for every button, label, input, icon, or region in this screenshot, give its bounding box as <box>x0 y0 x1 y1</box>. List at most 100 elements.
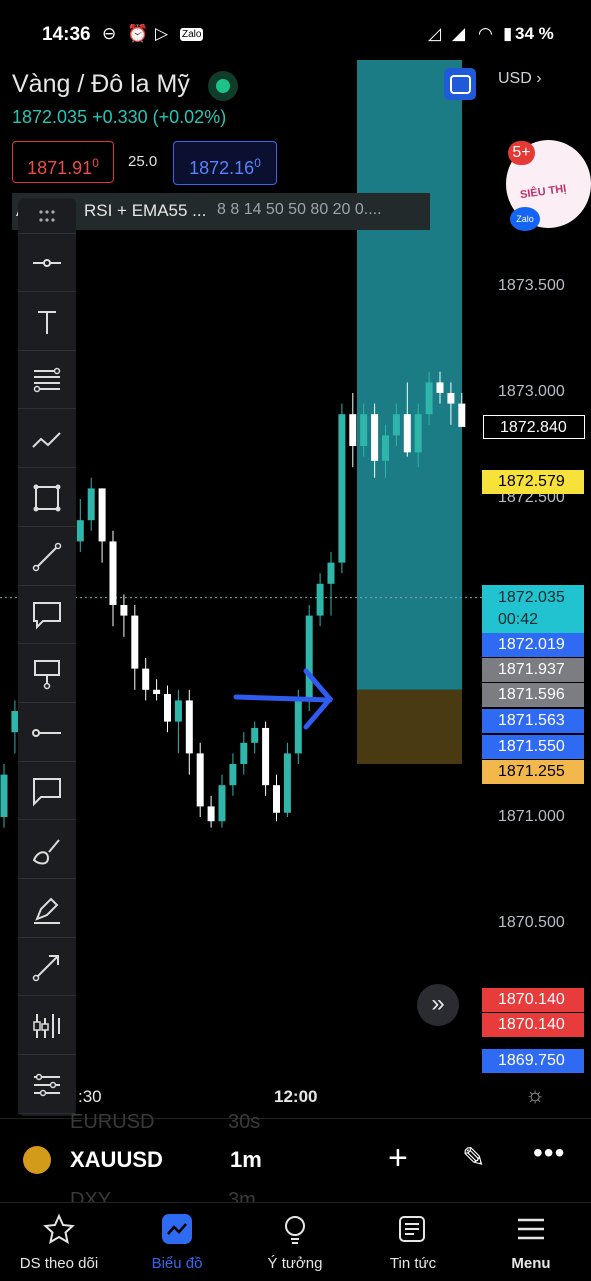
candle-body <box>240 742 248 764</box>
nav-watchlist[interactable]: DS theo dõi <box>0 1203 118 1281</box>
nav-label: Tin tức <box>389 1255 437 1272</box>
gold-icon <box>23 1146 51 1174</box>
tool-indicators[interactable] <box>18 997 76 1056</box>
tool-settings-lines[interactable] <box>18 1056 76 1114</box>
tool-horizontal-line[interactable] <box>18 704 76 762</box>
trend-line-icon <box>32 542 62 571</box>
horizontal-line-icon <box>32 728 61 737</box>
price-axis-tag: 1872.579 <box>482 470 584 494</box>
candle-body <box>458 403 466 427</box>
currency-selector[interactable]: USD › <box>498 70 542 87</box>
price-axis-tag: 1871.550 <box>482 735 584 759</box>
symbol-name[interactable]: XAUUSD <box>70 1147 163 1172</box>
price-axis-tick: 1871.000 <box>498 808 565 825</box>
sell-button[interactable]: 1871.910 <box>12 141 114 183</box>
sell-price: 1871.91 <box>27 158 93 178</box>
price-axis-tag: 1872.035 00:42 <box>482 585 584 633</box>
price-change: +0.330 (+0.02%) <box>92 107 227 127</box>
news-icon <box>399 1216 425 1242</box>
battery-text: 34 % <box>515 24 554 43</box>
nav-chart[interactable]: Biểu đồ <box>118 1203 236 1281</box>
price-chart[interactable] <box>0 60 482 1120</box>
tool-polyline[interactable] <box>18 410 76 469</box>
alarm-icon: ⏰ <box>127 24 149 43</box>
price-axis-tag: 1871.255 <box>482 760 584 784</box>
price-axis-tick: 1873.500 <box>498 277 565 294</box>
add-icon[interactable]: + <box>388 1139 408 1177</box>
pen-icon[interactable]: ✎ <box>462 1142 486 1173</box>
buy-price-sup: 0 <box>254 156 261 170</box>
nav-label: Menu <box>511 1255 551 1272</box>
tool-comment[interactable] <box>18 762 76 821</box>
price-axis-tick: 1870.500 <box>498 914 565 931</box>
candle-body <box>0 774 8 817</box>
drag-handle-icon <box>39 210 55 222</box>
horizontal-ray-icon <box>33 259 61 267</box>
candle-body <box>207 806 215 822</box>
indicators-icon <box>33 1014 60 1039</box>
polyline-icon <box>32 432 61 448</box>
status-time: 14:36 <box>42 24 91 45</box>
market-open-indicator <box>208 71 238 101</box>
indicator-values: 8 8 14 50 50 80 20 0.... <box>217 201 382 218</box>
candle-body <box>11 711 19 733</box>
chart-settings-icon[interactable]: ☼ <box>525 1082 546 1107</box>
star-icon <box>43 1213 75 1245</box>
candle-body <box>98 488 106 542</box>
price-axis-tag: 1870.140 <box>482 988 584 1012</box>
comment-icon <box>33 778 61 807</box>
tool-callout[interactable] <box>18 586 76 645</box>
buy-button[interactable]: 1872.160 <box>173 141 277 185</box>
lightbulb-icon <box>285 1216 305 1244</box>
tool-fib-retracement[interactable] <box>18 351 76 410</box>
indicator-legend[interactable]: A RSI + EMA55 ... 8 8 14 50 50 80 20 0..… <box>12 193 430 230</box>
highlighter-icon <box>34 897 60 924</box>
ghost-symbol-above: EURUSD <box>70 1111 155 1133</box>
candle-body <box>109 541 117 605</box>
candle-body <box>251 727 259 743</box>
tool-rectangle[interactable] <box>18 469 76 527</box>
tool-horizontal-ray[interactable] <box>18 234 76 292</box>
tool-trend-line[interactable] <box>18 528 76 586</box>
candle-body <box>294 700 302 754</box>
candle-body <box>229 764 237 786</box>
candle-body <box>403 414 411 453</box>
zalo-icon: Zalo <box>180 28 204 41</box>
price-axis-tag: 1869.750 <box>482 1049 584 1073</box>
ghost-interval-above: 30s <box>228 1111 261 1133</box>
nav-news[interactable]: Tin tức <box>354 1203 472 1281</box>
indicator-label: RSI + EMA55 ... <box>84 201 207 220</box>
symbol-title[interactable]: Vàng / Đô la Mỹ <box>12 70 190 98</box>
bottom-navigation: DS theo dõi Biểu đồ Ý tưởng Tin tức Menu <box>0 1202 591 1281</box>
tool-text[interactable] <box>18 293 76 351</box>
tool-drag-handle[interactable] <box>18 198 76 234</box>
candle-body <box>174 700 182 722</box>
nav-ideas[interactable]: Ý tưởng <box>236 1203 354 1281</box>
status-bar: 14:36 ⊖ ⏰ ▷ Zalo ◿ ◢ ◠ ▮ 34 % <box>0 0 591 70</box>
candle-body <box>371 414 379 461</box>
fib-retracement-icon <box>33 368 61 393</box>
interval-selector[interactable]: 1m <box>230 1147 262 1172</box>
candle-body <box>76 520 84 542</box>
candle-body <box>196 753 204 807</box>
tool-arrow[interactable] <box>18 938 76 997</box>
scroll-to-realtime-button[interactable]: » <box>417 984 459 1026</box>
nav-label: DS theo dõi <box>19 1255 99 1272</box>
zalo-badge: Zalo <box>510 207 540 231</box>
nav-menu[interactable]: Menu <box>472 1203 590 1281</box>
candle-body <box>360 414 368 446</box>
tool-brush[interactable] <box>18 821 76 879</box>
last-price: 1872.035 <box>12 107 88 127</box>
settings-lines-icon <box>34 1073 60 1097</box>
drawn-arrowhead <box>303 668 334 730</box>
candle-body <box>436 382 444 393</box>
candle-body <box>316 583 324 616</box>
candle-body <box>392 414 400 436</box>
fullscreen-icon[interactable] <box>444 68 476 100</box>
play-icon: ▷ <box>155 24 169 43</box>
tool-price-note[interactable] <box>18 645 76 703</box>
long-position-stop-zone <box>357 689 462 764</box>
candle-body <box>305 615 313 701</box>
tool-highlighter[interactable] <box>18 880 76 938</box>
more-icon[interactable]: ••• <box>533 1137 566 1168</box>
